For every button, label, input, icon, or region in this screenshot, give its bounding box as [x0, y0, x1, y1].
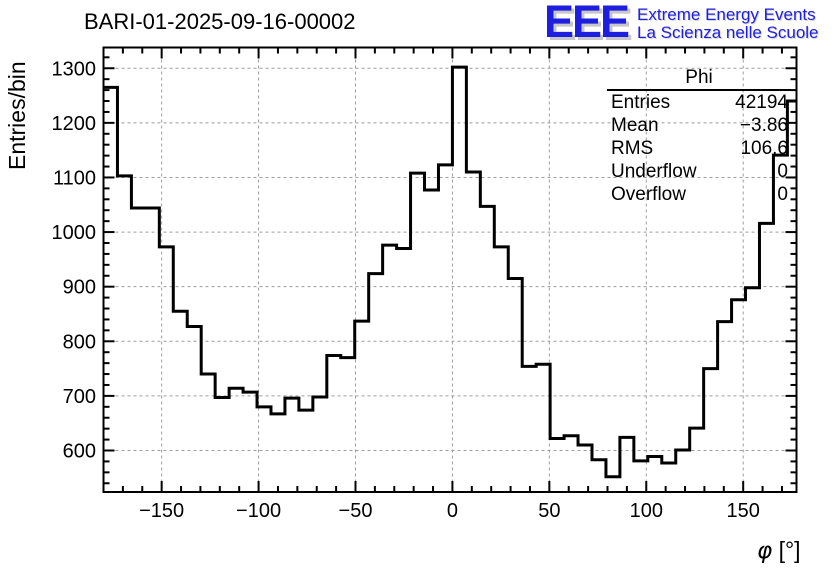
y-tick-label: 1200 — [52, 113, 97, 135]
x-tick-label: −100 — [236, 500, 281, 522]
stats-rows: Entries 42194 Mean −3.86 RMS 106.6 Underflow 0 O… — [607, 91, 791, 206]
plot-frame — [102, 46, 798, 493]
y-tick-label: 1300 — [52, 58, 97, 80]
x-tick-label: 50 — [538, 500, 560, 522]
y-axis-title: Entries/bin — [4, 61, 30, 170]
stats-row-value: 106.6 — [740, 138, 788, 159]
axis-ticks — [103, 47, 797, 492]
stats-row-label: Entries — [611, 92, 671, 113]
stats-row-value: 0 — [777, 184, 788, 205]
phi-symbol: φ — [757, 538, 773, 564]
eee-logo-line2: La Scienza nelle Scuole — [637, 23, 819, 42]
plot-title: BARI-01-2025-09-16-00002 — [84, 9, 356, 34]
eee-logo: EEE Extreme Energy Events La Scienza nel… — [544, 0, 819, 47]
x-tick-label: −150 — [139, 500, 184, 522]
stats-row: RMS 106.6 — [607, 137, 791, 160]
x-tick-label: 150 — [727, 500, 760, 522]
stats-row: Underflow 0 — [607, 160, 791, 183]
x-tick-label: 0 — [447, 500, 458, 522]
stats-row: Overflow 0 — [607, 183, 791, 206]
stats-row-label: Overflow — [611, 184, 686, 205]
stats-row-label: Mean — [611, 115, 659, 136]
x-tick-labels: −150 −100 −50 0 50 100 150 — [139, 500, 760, 522]
stats-row-value: 0 — [777, 161, 788, 182]
stats-row-value: −3.86 — [739, 115, 788, 136]
stats-row: Mean −3.86 — [607, 114, 791, 137]
stats-title: Phi — [607, 68, 791, 91]
histogram-line — [103, 65, 797, 479]
y-tick-labels: 600 700 800 900 1000 1100 1200 1300 — [52, 58, 97, 462]
x-tick-label: −50 — [339, 500, 373, 522]
stats-row: Entries 42194 — [607, 91, 791, 114]
x-axis-title: φ [°] — [757, 537, 801, 564]
y-tick-label: 600 — [63, 440, 96, 462]
stats-row-label: Underflow — [611, 161, 697, 182]
stats-row-label: RMS — [611, 138, 654, 159]
eee-logo-line1: Extreme Energy Events — [637, 5, 816, 24]
y-tick-label: 700 — [63, 386, 96, 408]
gridlines — [103, 47, 797, 492]
eee-logo-abbr: EEE — [544, 0, 630, 47]
x-axis-units: [°] — [778, 537, 801, 563]
stats-box: Phi Entries 42194 Mean −3.86 RMS 106.6 Underfl… — [607, 68, 791, 206]
x-tick-label: 100 — [630, 500, 663, 522]
y-tick-label: 800 — [63, 331, 96, 353]
y-tick-label: 1000 — [52, 222, 97, 244]
y-tick-label: 1100 — [53, 167, 96, 189]
eee-logo-subtitle: Extreme Energy Events La Scienza nelle S… — [637, 6, 818, 42]
y-tick-label: 900 — [63, 277, 96, 299]
stats-row-value: 42194 — [735, 92, 788, 113]
